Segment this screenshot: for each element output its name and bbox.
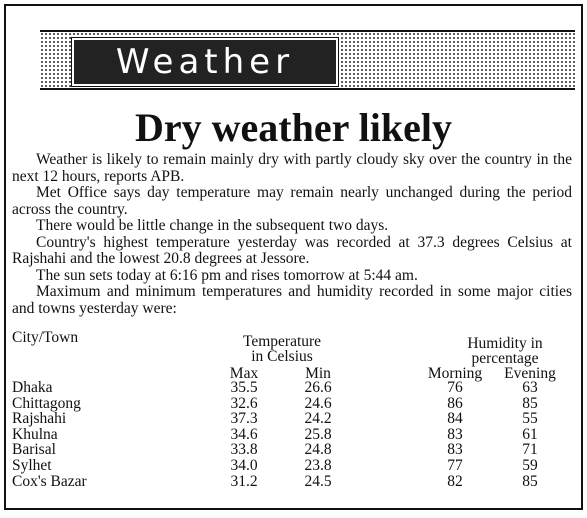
table-value: 31.2 bbox=[230, 472, 258, 490]
column-subheader: Morning bbox=[427, 365, 483, 382]
table-value: 32.6 bbox=[230, 394, 258, 412]
paragraph: The sun sets today at 6:16 pm and rises … bbox=[36, 266, 418, 284]
headline: Dry weather likely bbox=[135, 105, 452, 150]
table-value: 59 bbox=[522, 457, 538, 474]
column-header: percentage bbox=[471, 350, 539, 367]
table-value: 37.3 bbox=[230, 410, 258, 428]
table-value: 63 bbox=[522, 379, 538, 396]
paragraph: Weather is likely to remain mainly dry w… bbox=[12, 151, 572, 185]
table-value: 33.8 bbox=[230, 441, 258, 459]
city-name: Dhaka bbox=[12, 379, 53, 396]
column-header: City/Town bbox=[12, 329, 79, 346]
table-value: 84 bbox=[447, 410, 463, 428]
city-name: Chittagong bbox=[12, 394, 81, 412]
table-value: 35.5 bbox=[230, 379, 258, 396]
table-value: 86 bbox=[447, 394, 463, 412]
paragraph: Maximum and minimum temperatures and hum… bbox=[12, 283, 572, 317]
column-subheader: Min bbox=[305, 365, 331, 382]
column-header: Temperature bbox=[242, 333, 322, 350]
column-subheader: Evening bbox=[504, 365, 556, 382]
paragraph: Country's highest temperature yesterday … bbox=[12, 233, 572, 267]
table-value: 55 bbox=[522, 410, 538, 428]
table-value: 85 bbox=[522, 394, 538, 412]
column-subheader: Max bbox=[229, 365, 259, 382]
table-value: 34.6 bbox=[230, 425, 258, 443]
city-name: Khulna bbox=[12, 425, 58, 443]
column-header: Humidity in bbox=[467, 335, 543, 352]
table-value: 77 bbox=[447, 457, 463, 474]
table-value: 24.2 bbox=[304, 410, 332, 428]
table-value: 34.0 bbox=[230, 457, 258, 474]
table-value: 26.6 bbox=[304, 379, 332, 396]
table-value: 24.6 bbox=[304, 394, 332, 412]
table-value: 25.8 bbox=[304, 425, 332, 443]
table-value: 71 bbox=[522, 441, 538, 459]
article-body: Weather is likely to remain mainly dry w… bbox=[12, 151, 572, 317]
city-name: Barisal bbox=[12, 441, 56, 459]
table-value: 24.8 bbox=[304, 441, 332, 459]
table-value: 76 bbox=[447, 379, 463, 396]
city-name: Cox's Bazar bbox=[12, 472, 87, 490]
section-label: Weather bbox=[71, 37, 339, 87]
table-value: 85 bbox=[522, 472, 538, 490]
paragraph: Met Office says day temperature may rema… bbox=[12, 184, 572, 218]
table-value: 23.8 bbox=[304, 457, 332, 474]
city-name: Sylhet bbox=[12, 457, 52, 474]
column-header: in Celsius bbox=[251, 348, 313, 365]
table-value: 83 bbox=[447, 441, 463, 459]
border bbox=[4, 4, 583, 510]
table-value: 24.5 bbox=[304, 472, 332, 490]
table-value: 83 bbox=[447, 425, 463, 443]
table-value: 82 bbox=[447, 472, 463, 490]
table-value: 61 bbox=[522, 425, 538, 443]
paragraph: There would be little change in the subs… bbox=[36, 217, 389, 234]
city-name: Rajshahi bbox=[12, 410, 67, 428]
